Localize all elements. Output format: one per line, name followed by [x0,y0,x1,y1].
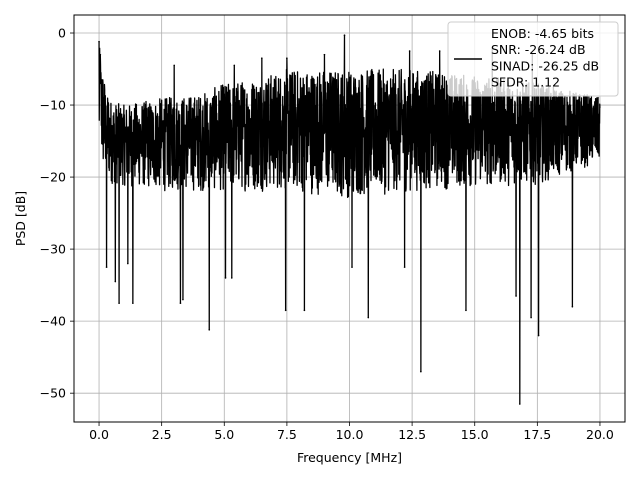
psd-dip-point [519,403,521,405]
tick-marks [70,32,601,426]
x-tick-label: 5.0 [214,427,234,442]
psd-dip-point [230,277,233,279]
x-tick-label: 12.5 [398,427,426,442]
y-tick-label: −40 [40,314,66,329]
psd-peak-point [99,53,102,56]
psd-dip-point [132,302,134,304]
legend-box [447,21,619,97]
psd-dip-point [303,309,306,312]
psd-peak-point [286,57,288,60]
psd-dip-point [105,266,108,268]
psd-dip-point [571,305,574,308]
y-tick-label: −10 [40,98,66,113]
x-tick-label: 2.5 [152,427,172,442]
x-tick-label: 15.0 [461,427,489,442]
psd-dip-point [515,295,517,297]
psd-dip-point [465,309,467,312]
psd-peak-point [173,64,175,67]
psd-dip-point [284,309,287,312]
psd-peak-point [261,57,263,60]
psd-dip-point [182,298,184,301]
x-tick-label: 20.0 [586,427,614,442]
y-tick-labels: 0 −10 −20 −30 −40 −50 [40,26,66,401]
psd-series-line [98,34,601,405]
legend-label-line: SINAD: -26.25 dB [491,58,599,73]
psd-peak-point [438,50,441,52]
psd-dip-point [127,262,129,265]
psd-dip-point [367,316,370,319]
x-tick-label: 0.0 [89,427,109,442]
psd-dip-point [224,277,227,279]
psd-dip-point [537,334,540,337]
x-tick-label: 17.5 [523,427,551,442]
legend-label: ENOB: -4.65 bits SNR: -26.24 dB SINAD: -26… [491,26,599,90]
psd-peak-point [408,50,411,52]
psd-dip-point [114,280,117,283]
psd-peak-point [343,34,346,36]
x-tick-label: 7.5 [277,427,297,442]
psd-dip-point [420,370,422,373]
legend-label-line: ENOB: -4.65 bits [491,26,594,41]
psd-peak-point [233,64,236,67]
legend: ENOB: -4.65 bits SNR: -26.24 dB SINAD: -26… [447,21,619,97]
y-tick-label: −20 [40,170,66,185]
y-axis-label: PSD [dB] [13,191,28,246]
psd-peak-point [323,53,326,56]
psd-dip-point [351,266,353,268]
psd-dip-point [530,316,532,319]
psd-dip-point [208,328,211,331]
y-tick-label: −50 [40,386,66,401]
psd-dip-point [403,266,406,268]
legend-label-line: SFDR: 1.12 [491,75,560,90]
x-tick-label: 10.0 [336,427,364,442]
x-axis-label: Frequency [MHz] [297,450,402,465]
x-tick-labels: 0.0 2.5 5.0 7.5 10.0 12.5 15.0 17.5 20.0 [89,427,614,442]
psd-dip-point [118,302,120,304]
y-tick-label: 0 [58,26,66,41]
psd-peak-point [98,40,100,43]
psd-dip-point [179,302,182,304]
y-tick-label: −30 [40,242,66,257]
legend-label-line: SNR: -26.24 dB [491,42,586,57]
